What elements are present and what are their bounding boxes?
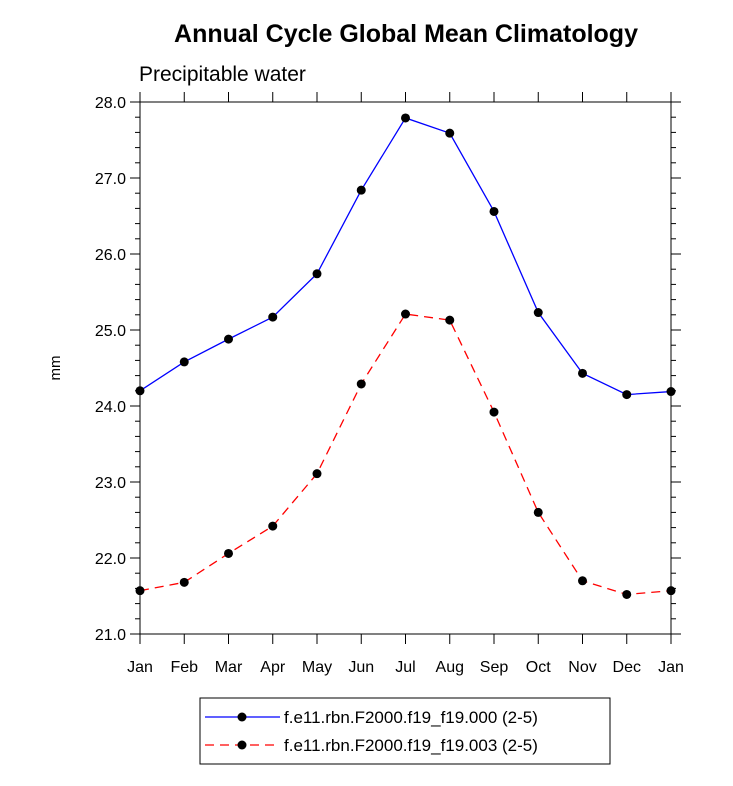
x-tick-label: Jul bbox=[395, 659, 415, 676]
y-tick-label: 23.0 bbox=[95, 475, 126, 492]
series-1-point bbox=[622, 390, 632, 400]
series-1-point bbox=[268, 312, 278, 322]
series-1-point bbox=[578, 368, 587, 378]
x-tick-label: Jan bbox=[127, 659, 153, 676]
y-tick-label: 25.0 bbox=[95, 323, 126, 340]
series-2-point bbox=[268, 521, 278, 531]
series-2-point bbox=[401, 309, 410, 319]
y-tick-label: 24.0 bbox=[95, 399, 126, 416]
x-tick-label: Jun bbox=[348, 659, 374, 676]
legend-marker-1 bbox=[237, 712, 247, 722]
series-2-point bbox=[622, 589, 632, 599]
series-1-point bbox=[401, 113, 410, 123]
plot-frame bbox=[139, 101, 672, 635]
series-2-point bbox=[666, 586, 676, 596]
series-line-2 bbox=[139, 313, 672, 596]
series-1-point bbox=[179, 357, 189, 367]
y-tick-label: 28.0 bbox=[95, 95, 126, 112]
series-1-point bbox=[489, 206, 499, 216]
series-1-point bbox=[224, 334, 233, 344]
series-2-point bbox=[224, 548, 233, 558]
x-tick-label: Dec bbox=[613, 659, 641, 676]
x-tick-label: Oct bbox=[526, 659, 551, 676]
x-tick-label: Apr bbox=[260, 659, 286, 676]
series-2-point bbox=[135, 586, 145, 596]
plot-area: 21.0 22.0 23.0 24.0 25.0 26.0 27.0 28.0 Jan Feb Ma… bbox=[95, 92, 684, 676]
series-2-point bbox=[179, 577, 189, 587]
series-1-point bbox=[135, 386, 145, 396]
series-1-point bbox=[533, 308, 543, 318]
x-tick-label: Sep bbox=[480, 659, 509, 676]
series-1-point bbox=[666, 387, 676, 397]
legend-label-1: f.e11.rbn.F2000.f19_f19.000 (2-5) bbox=[284, 708, 538, 727]
series-2-point bbox=[445, 315, 455, 325]
x-tick-label: Nov bbox=[568, 659, 596, 676]
x-tick-label: Aug bbox=[436, 659, 464, 676]
y-tick-label: 22.0 bbox=[95, 551, 126, 568]
series-line-1 bbox=[139, 117, 672, 396]
x-tick-label: May bbox=[302, 659, 332, 676]
legend-box bbox=[199, 697, 611, 765]
x-tick-label: Feb bbox=[170, 659, 198, 676]
y-tick-label: 21.0 bbox=[95, 627, 126, 644]
x-tick-label: Mar bbox=[215, 659, 243, 676]
series-1-point bbox=[312, 269, 322, 279]
x-tick-label: Jan bbox=[658, 659, 684, 676]
series-2-point bbox=[489, 407, 499, 417]
series-2-point bbox=[578, 576, 587, 586]
y-tick-label: 27.0 bbox=[95, 171, 126, 188]
legend: f.e11.rbn.F2000.f19_f19.000 (2-5) f.e11.r… bbox=[199, 697, 611, 765]
series-1-point bbox=[445, 128, 455, 138]
legend-marker-2 bbox=[237, 740, 247, 750]
legend-label-2: f.e11.rbn.F2000.f19_f19.003 (2-5) bbox=[284, 736, 538, 755]
series-2-point bbox=[312, 469, 322, 479]
series-2-point bbox=[356, 379, 366, 389]
chart-title: Annual Cycle Global Mean Climatology bbox=[174, 20, 638, 48]
y-tick-label: 26.0 bbox=[95, 247, 126, 264]
series-2-point bbox=[533, 507, 543, 517]
chart-subtitle: Precipitable water bbox=[139, 63, 306, 86]
series-1-point bbox=[356, 185, 366, 195]
y-axis-label: mm bbox=[47, 356, 64, 381]
